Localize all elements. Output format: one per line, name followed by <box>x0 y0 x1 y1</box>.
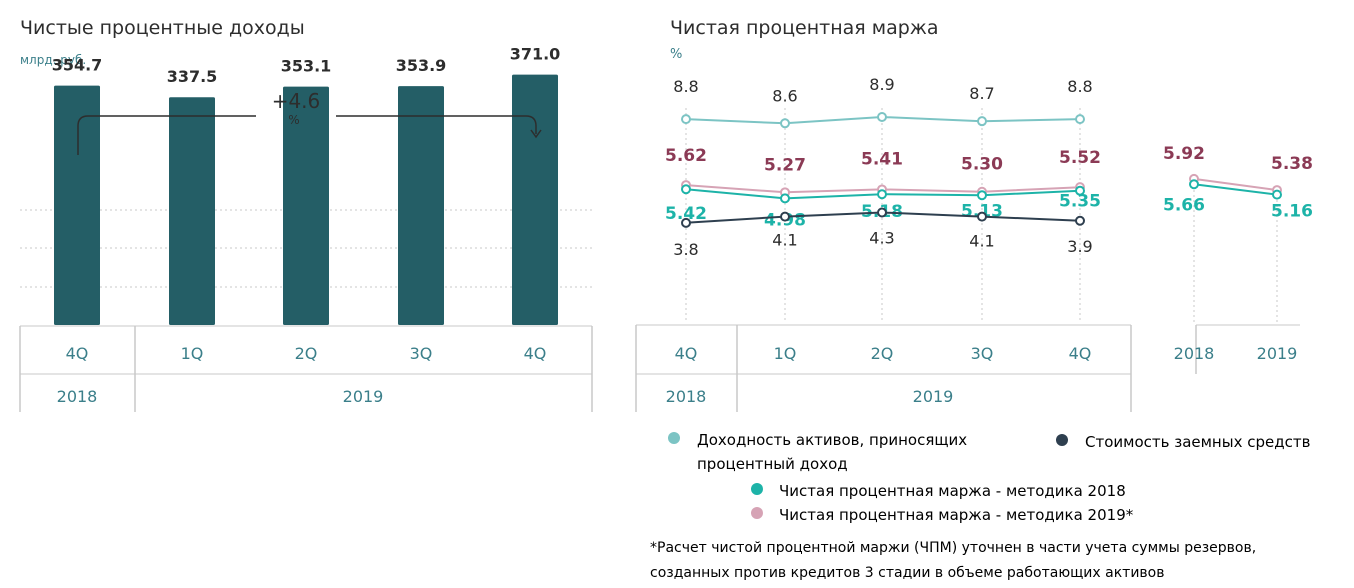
point-cost <box>780 211 790 222</box>
bar-3q-3 <box>398 86 444 326</box>
point-cost <box>1075 215 1085 226</box>
data-label-nim2018: 5.42 <box>665 204 707 224</box>
legend-nim2019-marker <box>751 507 763 519</box>
data-label-nim2019: 5.41 <box>861 149 903 169</box>
category-tick-label: 1Q <box>774 344 797 363</box>
point-yield <box>877 112 887 123</box>
data-label-yield: 8.8 <box>1067 77 1092 96</box>
annual-line-nim2019 <box>1193 177 1278 192</box>
year-label-2018: 2018 <box>57 387 98 406</box>
bar-value-label: 354.7 <box>52 56 103 75</box>
growth-bracket-left <box>77 115 256 155</box>
data-label-nim2019: 5.62 <box>665 146 707 166</box>
point-nim2018 <box>780 193 790 204</box>
nii-chart-subtitle: млрд. руб. <box>20 53 86 67</box>
data-label-cost: 3.8 <box>673 240 698 259</box>
point-yield <box>1075 114 1085 125</box>
legend-nim2019-label: Чистая процентная маржа - методика 2019* <box>779 506 1134 524</box>
category-tick-label: 4Q <box>675 344 698 363</box>
growth-bracket-right <box>336 115 537 134</box>
footnote-line-2: созданных против кредитов 3 стадии в объ… <box>650 565 1165 581</box>
data-label-yield: 8.9 <box>869 75 894 94</box>
bar-value-label: 337.5 <box>167 67 218 86</box>
growth-arrowhead <box>530 129 542 139</box>
data-label-nim2018: 5.35 <box>1059 192 1101 212</box>
growth-unit: % <box>288 113 299 127</box>
data-label-cost: 4.1 <box>969 232 994 251</box>
category-tick-label: 2Q <box>295 344 318 363</box>
year-label-2019: 2019 <box>913 387 954 406</box>
legend-yield-label-2: процентный доход <box>697 455 848 473</box>
annual-tick-label: 2018 <box>1174 344 1215 363</box>
point-nim2018 <box>977 190 987 201</box>
bar-2q-2 <box>283 86 329 325</box>
data-label-yield: 8.6 <box>772 86 797 105</box>
bar-value-label: 371.0 <box>510 45 561 64</box>
point-yield <box>977 116 987 127</box>
category-tick-label: 4Q <box>1069 344 1092 363</box>
legend-yield-marker <box>668 432 680 444</box>
data-label-yield: 8.7 <box>969 84 994 103</box>
annual-point-nim2018 <box>1189 179 1199 190</box>
annual-label-nim2019: 5.92 <box>1163 144 1205 164</box>
year-label-2019: 2019 <box>343 387 384 406</box>
legend: Доходность активов, приносящих процентны… <box>668 431 1310 524</box>
point-nim2018 <box>877 189 887 200</box>
point-yield <box>780 118 790 129</box>
data-label-cost: 4.3 <box>869 228 894 247</box>
data-label-cost: 3.9 <box>1067 237 1092 256</box>
annual-label-nim2018: 5.66 <box>1163 195 1205 215</box>
category-tick-label: 4Q <box>66 344 89 363</box>
legend-nim2018-label: Чистая процентная маржа - методика 2018 <box>779 482 1126 500</box>
nii-chart-title: Чистые процентные доходы <box>20 17 305 39</box>
bar-1q-1 <box>169 97 215 325</box>
category-tick-label: 3Q <box>971 344 994 363</box>
point-yield <box>681 114 691 125</box>
nim-chart-subtitle: % <box>670 47 682 62</box>
nim-line-chart: 4Q 1Q 2Q 3Q 4Q 2018 2019 2018 2019 8.8 8.6 8.9 8.7 8.… <box>635 75 1313 412</box>
legend-cost-marker <box>1056 434 1068 446</box>
nii-bar-chart: 354.7 337.5 353.1 353.9 371.0 4Q 1Q 2Q 3Q 4Q 2018 2… <box>19 45 593 412</box>
bar-value-label: 353.1 <box>281 57 332 76</box>
bar-4q-4 <box>512 74 558 325</box>
bar-4q-0 <box>54 85 100 325</box>
annual-label-nim2019: 5.38 <box>1271 154 1313 174</box>
point-cost <box>681 217 691 228</box>
category-tick-label: 3Q <box>410 344 433 363</box>
data-label-nim2019: 5.52 <box>1059 148 1101 168</box>
data-label-nim2019: 5.30 <box>961 155 1003 175</box>
point-cost <box>977 211 987 222</box>
legend-cost-label: Стоимость заемных средств <box>1085 433 1310 451</box>
annual-point-nim2018 <box>1272 189 1282 200</box>
growth-value: +4.6 <box>272 89 321 113</box>
category-tick-label: 1Q <box>181 344 204 363</box>
year-label-2018: 2018 <box>666 387 707 406</box>
category-tick-label: 2Q <box>871 344 894 363</box>
data-label-nim2019: 5.27 <box>764 155 806 175</box>
legend-nim2018-marker <box>751 483 763 495</box>
point-nim2018 <box>1075 185 1085 196</box>
nim-chart-title: Чистая процентная маржа <box>670 17 939 39</box>
data-label-cost: 4.1 <box>772 231 797 250</box>
annual-line-nim2018 <box>1193 183 1278 196</box>
annual-label-nim2018: 5.16 <box>1271 202 1313 222</box>
annual-tick-label: 2019 <box>1257 344 1298 363</box>
point-nim2018 <box>681 184 691 195</box>
bar-value-label: 353.9 <box>396 56 447 75</box>
data-label-yield: 8.8 <box>673 77 698 96</box>
legend-yield-label-1: Доходность активов, приносящих <box>697 431 967 449</box>
point-cost <box>877 207 887 218</box>
footnote-line-1: *Расчет чистой процентной маржи (ЧПМ) ут… <box>650 540 1256 556</box>
category-tick-label: 4Q <box>524 344 547 363</box>
